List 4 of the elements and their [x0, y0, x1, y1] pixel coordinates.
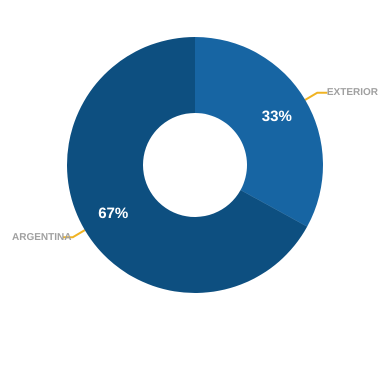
- data-label: 33%: [262, 108, 292, 126]
- slice-label: EXTERIOR: [326, 87, 379, 98]
- slice-label: ARGENTINA: [12, 232, 72, 243]
- data-label: 67%: [98, 204, 128, 222]
